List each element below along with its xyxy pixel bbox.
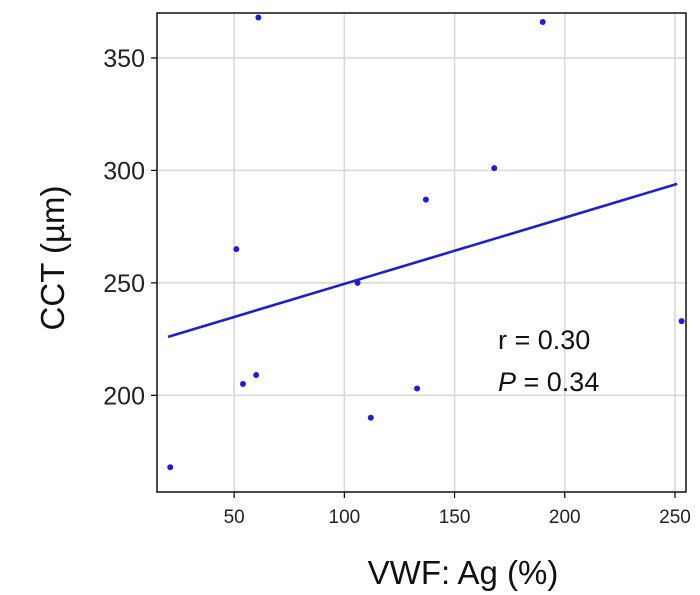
p-symbol: P bbox=[498, 367, 516, 397]
x-tick-label: 100 bbox=[329, 507, 361, 528]
axis-ticks: 50 100 150 200 250 200 250 300 350 bbox=[103, 45, 691, 528]
plot-frame bbox=[156, 12, 687, 493]
x-tick-label: 200 bbox=[549, 507, 581, 528]
p-value: = 0.34 bbox=[516, 367, 599, 397]
x-tick-label: 50 bbox=[224, 507, 245, 528]
data-point bbox=[167, 464, 174, 471]
regression-layer bbox=[167, 182, 678, 339]
x-tick-label: 150 bbox=[439, 507, 471, 528]
data-point bbox=[239, 381, 246, 388]
correlation-label: r = 0.30 bbox=[498, 325, 590, 355]
data-point bbox=[678, 318, 685, 325]
data-points bbox=[167, 14, 685, 471]
data-point bbox=[253, 372, 260, 379]
x-axis-title: VWF: Ag (%) bbox=[368, 554, 559, 591]
x-tick-label: 250 bbox=[659, 507, 691, 528]
y-tick-label: 200 bbox=[103, 382, 145, 410]
y-tick-label: 350 bbox=[103, 45, 145, 73]
data-point bbox=[414, 385, 421, 392]
y-tick-label: 300 bbox=[103, 157, 145, 185]
data-point bbox=[354, 279, 361, 286]
data-point bbox=[255, 14, 262, 21]
data-point bbox=[491, 165, 498, 172]
data-point bbox=[367, 414, 374, 421]
data-point bbox=[233, 246, 240, 253]
y-axis-title: CCT (µm) bbox=[34, 186, 71, 331]
y-tick-label: 250 bbox=[103, 270, 145, 298]
stats-annotation: r = 0.30 P = 0.34 bbox=[498, 325, 599, 397]
data-point bbox=[422, 196, 429, 203]
regression-line bbox=[167, 182, 678, 339]
data-point bbox=[539, 18, 546, 25]
p-value-label: P = 0.34 bbox=[498, 367, 599, 397]
grid-lines bbox=[157, 13, 686, 492]
